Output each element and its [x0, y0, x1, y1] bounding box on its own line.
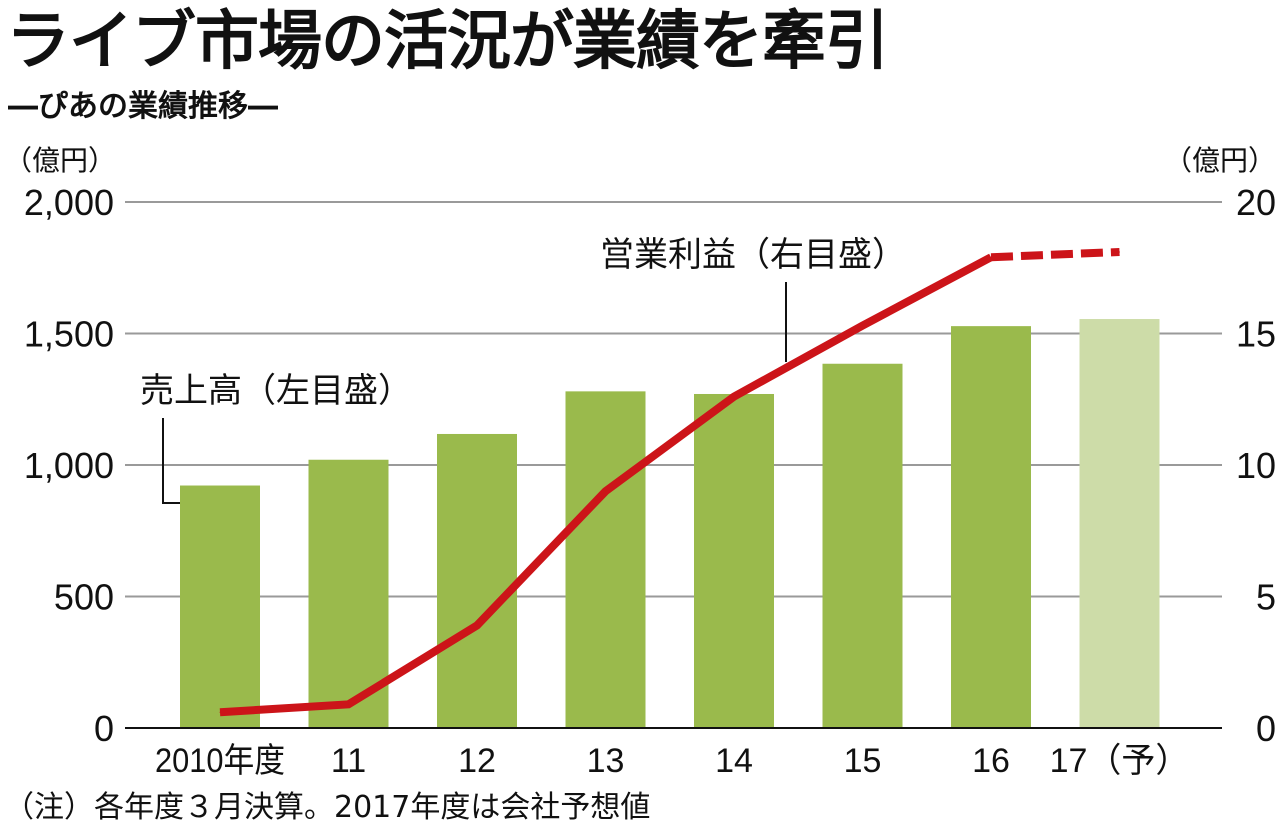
left-axis-unit: （億円）: [4, 144, 116, 177]
axis-labels: （億円） （億円） 0 500 1,000 1,500 2,000 0 5 10 15 20 201…: [4, 144, 1276, 780]
profit-point: [990, 256, 992, 258]
left-tick-label: 2,000: [24, 182, 114, 223]
profit-line-forecast: [990, 247, 1120, 262]
bars: [180, 319, 1160, 728]
chart-subtitle: ―ぴあの業績推移―: [8, 89, 278, 124]
left-tick-label: 1,500: [24, 314, 114, 355]
sales-bar: [565, 391, 646, 728]
right-tick-label: 0: [1256, 708, 1276, 749]
gridlines: [125, 201, 1222, 598]
x-tick-label: 15: [844, 742, 882, 780]
x-tick-label: 12: [458, 742, 496, 780]
right-tick-label: 5: [1256, 577, 1276, 618]
right-tick-label: 10: [1236, 445, 1276, 486]
profit-point: [219, 711, 221, 713]
left-tick-label: 0: [94, 708, 114, 749]
profit-point: [348, 703, 349, 705]
profit-point: [1119, 251, 1120, 253]
x-tick-label: 16: [972, 742, 1010, 780]
profit-line: [219, 247, 1120, 717]
right-axis-unit: （億円）: [1164, 144, 1276, 177]
sales-bar: [1079, 319, 1160, 728]
chart-title: ライブ市場の活況が業績を牽引: [6, 4, 889, 79]
annotations: 売上高（左目盛） 営業利益（右目盛）: [140, 235, 906, 504]
sales-bar: [951, 326, 1031, 728]
sales-bar: [822, 363, 903, 728]
profit-series-label: 営業利益（右目盛）: [600, 235, 906, 275]
sales-leader-line: [162, 418, 180, 504]
x-tick-label: 2010年度: [155, 742, 285, 780]
right-tick-label: 15: [1236, 314, 1276, 355]
footnote: （注）各年度３月決算。2017年度は会社予想値: [4, 790, 651, 825]
right-tick-label: 20: [1236, 182, 1276, 223]
sales-series-label: 売上高（左目盛）: [140, 371, 412, 411]
sales-bar: [180, 485, 260, 728]
profit-point: [733, 396, 735, 398]
x-tick-label: 13: [587, 742, 625, 780]
sales-bar: [437, 433, 517, 728]
x-tick-label: 17（予）: [1050, 742, 1190, 780]
profit-point: [862, 325, 863, 327]
profit-point: [605, 490, 606, 492]
x-tick-label: 11: [331, 742, 366, 780]
sales-bar: [694, 393, 774, 728]
profit-point: [476, 624, 478, 626]
left-tick-label: 1,000: [24, 445, 114, 486]
x-tick-label: 14: [715, 742, 753, 780]
left-tick-label: 500: [54, 577, 114, 618]
